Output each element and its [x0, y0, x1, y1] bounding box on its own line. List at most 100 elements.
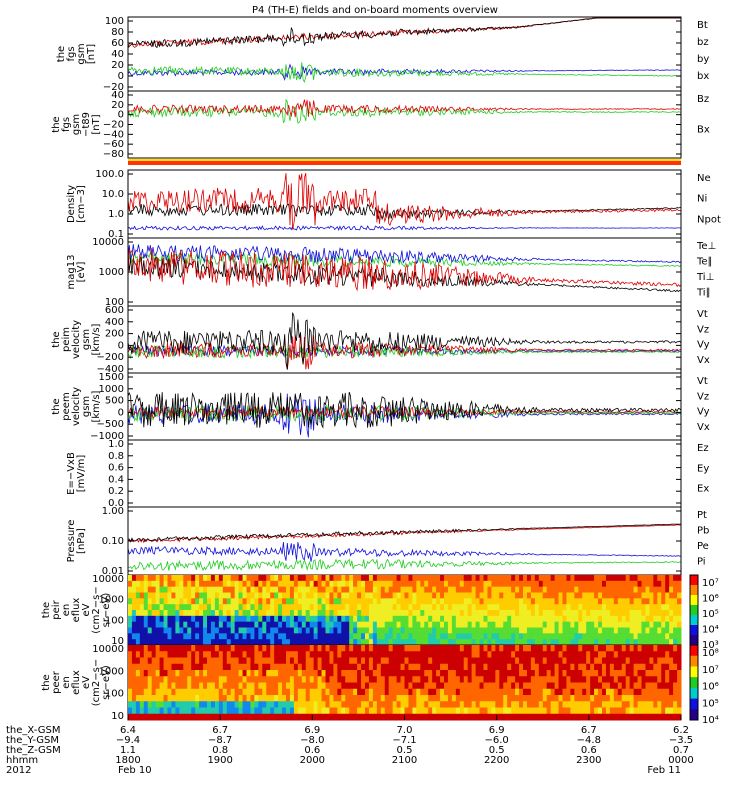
spectrogram-cell — [503, 592, 508, 599]
spectrogram-cell — [459, 610, 465, 617]
spectrogram-cell — [329, 670, 334, 677]
spectrogram-cell — [653, 663, 658, 671]
spectrogram-cell — [566, 580, 571, 588]
spectrogram-cell — [594, 633, 599, 640]
spectrogram-cell — [526, 621, 532, 628]
spectrogram-cell — [242, 615, 247, 623]
spectrogram-cell — [325, 682, 330, 690]
spectrogram-cell — [147, 651, 153, 658]
spectrogram-cell — [388, 670, 394, 677]
spectrogram-cell — [266, 651, 271, 658]
y-axis-label-line: [km/s] — [91, 390, 102, 422]
spectrogram-cell — [286, 615, 291, 623]
y-axis-label: the peem velocity gsm [km/s] — [51, 387, 102, 426]
spectrogram-cell — [530, 592, 536, 599]
spectrogram-cell — [357, 592, 362, 599]
spectrogram-cell — [203, 707, 208, 715]
spectrogram-cell — [653, 695, 658, 702]
spectrogram-cell — [128, 627, 133, 634]
spectrogram-cell — [613, 598, 619, 605]
spectrogram-cell — [282, 627, 287, 634]
spectrogram-cell — [179, 586, 184, 593]
spectrogram-cell — [337, 615, 342, 623]
spectrogram-cell — [380, 580, 386, 588]
spectrogram-cell — [163, 670, 168, 677]
spectrogram-cell — [424, 586, 429, 593]
spectrogram-cell — [329, 688, 334, 696]
spectrogram-cell — [175, 663, 180, 671]
spectrogram-cell — [416, 639, 421, 646]
spectrogram-cell — [605, 633, 611, 640]
spectrogram-cell — [218, 713, 224, 721]
spectrogram-cell — [135, 670, 141, 677]
spectrogram-cell — [222, 627, 228, 634]
spectrogram-cell — [542, 575, 548, 582]
spectrogram-cell — [440, 598, 445, 605]
spectrogram-cell — [234, 592, 240, 599]
spectrogram-cell — [135, 651, 141, 658]
spectrogram-cell — [258, 657, 263, 665]
spectrogram-cell — [289, 701, 295, 708]
spectrogram-cell — [629, 598, 635, 605]
x-row-label: 2012 — [6, 765, 31, 776]
spectrogram-cell — [534, 592, 540, 599]
spectrogram-cell — [309, 651, 315, 658]
spectrogram-cell — [459, 604, 465, 611]
x-row-value: 0.6 — [304, 745, 320, 756]
spectrogram-cell — [586, 695, 591, 702]
spectrogram-cell — [629, 651, 635, 658]
spectrogram-cell — [479, 713, 484, 721]
spectrogram-cell — [376, 639, 382, 646]
spectrogram-cell — [503, 701, 508, 708]
spectrogram-cell — [641, 575, 646, 582]
spectrogram-cell — [262, 621, 267, 628]
spectrogram-cell — [534, 615, 540, 623]
spectrogram-cell — [673, 645, 678, 652]
spectrogram-cell — [503, 575, 508, 582]
spectrogram-cell — [534, 651, 540, 658]
spectrogram-cell — [677, 639, 682, 646]
spectrogram-cell — [432, 598, 437, 605]
spectrogram-cell — [289, 676, 295, 683]
spectrogram-cell — [139, 598, 145, 605]
spectrogram-cell — [602, 663, 607, 671]
colorbar-swatch — [690, 615, 698, 626]
spectrogram-cell — [511, 610, 516, 617]
spectrogram-cell — [333, 663, 338, 671]
spectrogram-cell — [554, 663, 560, 671]
spectrogram-cell — [135, 615, 141, 623]
spectrogram-cell — [392, 707, 398, 715]
spectrogram-cell — [155, 621, 161, 628]
spectrogram-cell — [155, 575, 161, 582]
y-axis-label-line: peer — [51, 670, 62, 694]
spectrogram-cell — [649, 645, 654, 652]
spectrogram-cell — [665, 707, 670, 715]
spectrogram-cell — [641, 627, 646, 634]
spectrogram-cell — [455, 651, 461, 658]
y-tick-label: 0.0 — [108, 498, 124, 509]
spectrogram-cell — [222, 670, 228, 677]
spectrogram-cell — [191, 615, 196, 623]
spectrogram-cell — [451, 604, 457, 611]
spectrogram-cell — [372, 707, 378, 715]
spectrogram-cell — [139, 688, 145, 696]
spectrogram-cell — [376, 621, 382, 628]
spectrogram-cell — [495, 713, 500, 721]
spectrogram-cell — [345, 695, 350, 702]
spectrogram-cell — [629, 615, 635, 623]
spectrogram-cell — [341, 695, 346, 702]
spectrogram-cell — [459, 701, 465, 708]
spectrogram-cell — [278, 670, 283, 677]
spectrogram-cell — [507, 592, 512, 599]
y-axis-label-line: (cm2−s− — [91, 586, 102, 633]
spectrogram-cell — [598, 707, 603, 715]
spectrogram-cell — [175, 682, 180, 690]
spectrogram-cell — [380, 627, 386, 634]
spectrogram-cell — [515, 651, 520, 658]
spectrogram-cell — [258, 645, 263, 652]
spectrogram-cell — [677, 657, 682, 665]
spectrogram-cell — [554, 682, 560, 690]
spectrogram-cell — [471, 682, 477, 690]
spectrogram-cell — [147, 670, 153, 677]
spectrogram-cell — [424, 598, 429, 605]
